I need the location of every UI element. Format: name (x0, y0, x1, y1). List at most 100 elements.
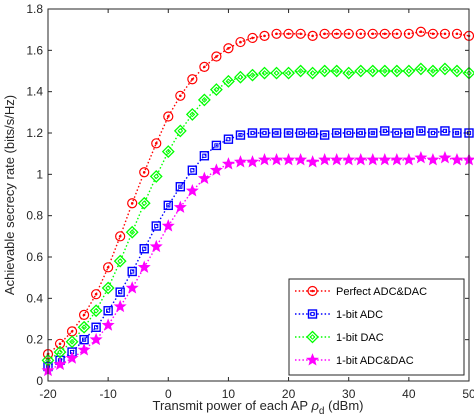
data-point-outer (368, 128, 378, 138)
data-point-inner (262, 130, 267, 136)
series-2 (43, 126, 474, 372)
data-point-inner (298, 130, 303, 136)
data-point-inner (165, 148, 172, 155)
data-point-dot (106, 266, 110, 269)
data-point-ring (271, 28, 282, 39)
data-point-ring (211, 51, 222, 62)
data-point-ring (295, 28, 306, 39)
data-point-inner (166, 203, 171, 208)
x-tick-label: 40 (402, 387, 416, 401)
data-point (137, 260, 151, 273)
data-point-inner (382, 128, 387, 134)
data-point (222, 74, 235, 88)
data-point-dot (275, 32, 278, 36)
data-point (295, 128, 306, 138)
x-tick-label: 30 (342, 387, 356, 401)
data-point-outer (295, 128, 306, 138)
data-point (355, 28, 366, 39)
data-point (450, 64, 464, 78)
data-point (139, 167, 150, 178)
data-point-outer (173, 124, 187, 138)
data-point-inner (213, 86, 220, 93)
legend-marker (307, 309, 318, 319)
data-point (366, 153, 380, 166)
data-point-outer (426, 64, 440, 78)
data-point (247, 32, 258, 44)
data-point-outer (294, 64, 308, 78)
data-point-outer (91, 322, 101, 332)
data-point-inner (369, 68, 376, 74)
data-point-outer (197, 93, 211, 107)
data-point-ring (139, 167, 150, 178)
data-point-outer (440, 126, 450, 136)
data-point-inner (69, 338, 75, 345)
data-point-dot (263, 34, 266, 38)
data-point (78, 309, 90, 320)
data-point (426, 64, 440, 78)
data-point-inner (189, 111, 196, 118)
data-point-dot (227, 46, 230, 50)
data-point (91, 322, 101, 332)
data-point-ring (175, 90, 186, 101)
data-point (354, 153, 368, 166)
legend-marker-outer (306, 330, 319, 344)
data-point-outer (209, 83, 223, 97)
data-point-dot (443, 32, 447, 36)
data-point (199, 151, 210, 161)
data-point-inner (201, 97, 208, 103)
data-point-dot (142, 170, 146, 174)
data-point-ring (247, 32, 258, 44)
data-point-inner (226, 137, 231, 142)
legend-marker-ring (307, 285, 318, 297)
data-point-dot (166, 115, 170, 118)
data-point (379, 28, 390, 39)
data-point-ring (199, 61, 210, 72)
data-point-outer (223, 134, 234, 144)
data-point-outer (342, 66, 356, 80)
data-point-inner (93, 307, 100, 314)
data-point-inner (322, 132, 327, 138)
data-point (246, 68, 259, 82)
x-axis-label-symbol: ρ (310, 398, 319, 413)
series-4 (41, 150, 474, 377)
data-point (127, 266, 137, 277)
data-point-outer (139, 244, 149, 254)
data-point-outer (318, 64, 332, 78)
data-point (89, 332, 103, 346)
data-point-outer (235, 130, 246, 140)
data-point (235, 130, 246, 140)
data-point (209, 83, 223, 97)
data-point-outer (271, 128, 282, 138)
data-point (390, 153, 404, 166)
data-point (211, 140, 222, 151)
data-point-dot (419, 30, 423, 34)
data-point-ring (54, 338, 66, 349)
data-point-dot (215, 55, 218, 58)
data-point-outer (331, 128, 342, 138)
data-point-dot (154, 142, 158, 145)
data-point-outer (175, 182, 186, 192)
data-point (161, 219, 175, 232)
data-point-ring (343, 28, 354, 39)
data-point-outer (247, 128, 258, 138)
data-point (221, 157, 235, 170)
data-point-dot (323, 32, 326, 36)
data-point-ring (355, 28, 366, 39)
series-3 (41, 62, 474, 367)
data-point (101, 318, 115, 331)
data-point-ring (319, 28, 330, 39)
data-point (414, 62, 428, 76)
data-point-inner (286, 130, 291, 136)
data-point (416, 126, 426, 136)
legend-marker (306, 353, 319, 366)
data-point (439, 28, 451, 39)
data-point (427, 28, 439, 39)
data-point (330, 64, 344, 78)
data-point-inner (381, 68, 388, 74)
data-point-outer (77, 320, 91, 334)
data-point (318, 153, 332, 166)
data-point-dot (299, 32, 302, 36)
data-point-outer (283, 128, 294, 138)
data-point (282, 66, 295, 80)
